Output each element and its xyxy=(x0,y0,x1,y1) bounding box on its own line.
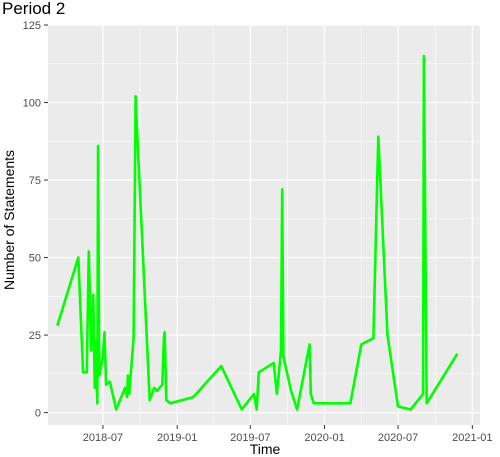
y-axis: 0 25 50 75 100 125 xyxy=(23,20,48,420)
y-axis-title: Number of Statements xyxy=(1,150,17,290)
plot-panel xyxy=(48,25,480,425)
minor-gridlines xyxy=(48,25,480,425)
y-tick-label: 75 xyxy=(29,175,41,187)
series-line xyxy=(56,54,459,411)
x-axis-title: Time xyxy=(250,441,281,457)
x-tick-label: 2018-07 xyxy=(83,432,123,444)
series-layer xyxy=(56,54,459,411)
y-tick-label: 50 xyxy=(29,253,41,265)
major-gridlines xyxy=(48,24,480,425)
y-tick-label: 25 xyxy=(29,330,41,342)
x-tick-label: 2021-01 xyxy=(452,432,492,444)
chart-title: Period 2 xyxy=(2,0,65,18)
y-tick-label: 0 xyxy=(35,408,41,420)
y-tick-label: 125 xyxy=(23,20,41,32)
x-axis: 2018-07 2019-01 2019-07 2020-01 2020-07 2021-… xyxy=(83,425,493,444)
x-tick-label: 2020-01 xyxy=(304,432,344,444)
x-tick-label: 2019-01 xyxy=(157,432,197,444)
x-tick-label: 2019-07 xyxy=(230,432,270,444)
y-tick-label: 100 xyxy=(23,98,41,110)
x-tick-label: 2020-07 xyxy=(378,432,418,444)
